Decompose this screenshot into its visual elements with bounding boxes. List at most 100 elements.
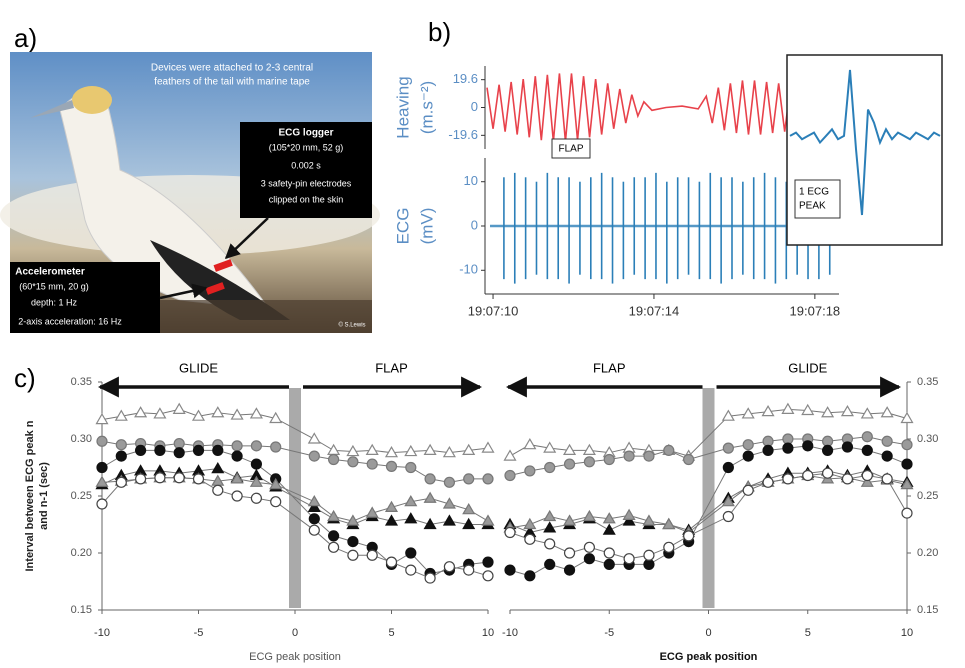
x-tick-label: -10 — [502, 627, 518, 639]
device-spec: 2-axis acceleration: 16 Hz — [18, 316, 122, 326]
y-tick-label: 0.35 — [71, 376, 92, 388]
circle-marker — [135, 444, 147, 456]
x-tick-label: 0 — [705, 627, 711, 639]
circle-marker — [270, 441, 282, 453]
circle-marker — [881, 473, 893, 485]
triangle-marker — [404, 512, 418, 524]
circle-marker — [861, 431, 873, 443]
circle-marker — [328, 541, 340, 553]
triangle-marker — [821, 406, 835, 418]
circle-marker — [424, 473, 436, 485]
y-tick-label: 0 — [471, 217, 478, 232]
circle-marker — [135, 473, 147, 485]
x-tick-label: 19:07:10 — [468, 303, 519, 318]
triangle-marker — [95, 412, 109, 425]
triangle-marker — [404, 495, 418, 507]
circle-marker — [463, 564, 475, 576]
triangle-marker — [543, 441, 557, 453]
circle-marker — [250, 458, 262, 470]
circle-marker — [385, 556, 398, 568]
triangle-marker — [523, 438, 537, 450]
triangle-marker — [840, 404, 854, 417]
circle-marker — [212, 444, 224, 456]
circle-marker — [154, 472, 166, 484]
circle-marker — [544, 461, 556, 474]
circle-marker — [544, 538, 556, 550]
circle-marker — [347, 549, 359, 561]
triangle-marker — [860, 475, 874, 487]
triangle-marker — [442, 445, 456, 458]
triangle-marker — [442, 514, 456, 526]
annotation-box — [794, 179, 841, 219]
device — [213, 259, 233, 272]
triangle-marker — [384, 500, 399, 512]
triangle-marker — [442, 497, 456, 509]
triangle-marker — [801, 403, 815, 416]
photo-caption: Devices were attached to 2-3 central — [151, 63, 313, 74]
phase-label: GLIDE — [179, 360, 218, 375]
triangle-marker — [721, 495, 735, 507]
circle-marker — [231, 490, 243, 502]
gannet-head — [72, 86, 112, 114]
circle-marker — [782, 473, 794, 485]
triangle-marker — [781, 402, 795, 414]
triangle-marker — [230, 408, 244, 420]
circle-marker — [173, 472, 185, 484]
circle-marker — [722, 442, 734, 454]
circle-marker — [802, 469, 814, 482]
circle-marker — [583, 456, 596, 468]
y-tick-label: 0.30 — [917, 433, 938, 445]
circle-marker — [623, 450, 635, 462]
circle-marker — [405, 564, 417, 576]
circle-marker — [821, 467, 834, 479]
y-tick-label: 0.20 — [71, 547, 92, 559]
circle-marker — [762, 476, 774, 488]
circle-marker — [443, 561, 455, 573]
triangle-marker — [721, 409, 735, 421]
triangle-marker — [761, 404, 775, 417]
circle-marker — [643, 558, 655, 571]
triangle-marker — [602, 512, 616, 524]
circle-marker — [482, 570, 494, 582]
circle-marker — [901, 439, 913, 451]
circle-marker — [841, 441, 854, 453]
circle-marker — [347, 535, 359, 548]
circle-marker — [308, 513, 320, 525]
circle-marker — [173, 447, 185, 459]
circle-marker — [881, 435, 893, 447]
triangle-marker — [230, 472, 244, 484]
circle-marker — [722, 461, 734, 474]
y-tick-label: -10 — [459, 262, 478, 277]
triangle-marker — [741, 407, 755, 419]
triangle-marker — [211, 461, 225, 474]
circle-marker — [563, 458, 576, 470]
x-tick-label: 10 — [482, 627, 494, 639]
circle-marker — [482, 473, 494, 485]
device-spec: clipped on the skin — [269, 194, 344, 204]
circle-marker — [643, 549, 655, 561]
device-spec: (60*15 mm, 20 g) — [19, 281, 89, 291]
y-tick-label: 0.35 — [917, 376, 938, 388]
panel-label: a) — [14, 23, 37, 53]
circle-marker — [623, 553, 635, 565]
circle-marker — [583, 553, 596, 565]
triangle-marker — [384, 514, 399, 526]
triangle-marker — [153, 407, 167, 419]
photo: Devices were attached to 2-3 central fea… — [0, 52, 380, 333]
triangle-marker — [622, 514, 636, 526]
y-tick-label: 0.25 — [71, 490, 92, 502]
triangle-marker — [900, 411, 914, 424]
ecg-peak-trace — [789, 69, 941, 216]
triangle-marker — [211, 406, 225, 418]
device-spec: 3 safety-pin electrodes — [261, 178, 352, 188]
triangle-marker — [481, 514, 495, 526]
phase-label: FLAP — [593, 360, 626, 375]
y-axis-label: (mV) — [417, 208, 436, 245]
circle-marker — [802, 440, 814, 452]
circle-marker — [366, 458, 378, 470]
phase-label: GLIDE — [788, 360, 827, 375]
circle-marker — [742, 439, 754, 451]
circle-marker — [231, 450, 243, 462]
device-title: ECG logger — [278, 128, 333, 139]
circle-marker — [841, 473, 854, 485]
